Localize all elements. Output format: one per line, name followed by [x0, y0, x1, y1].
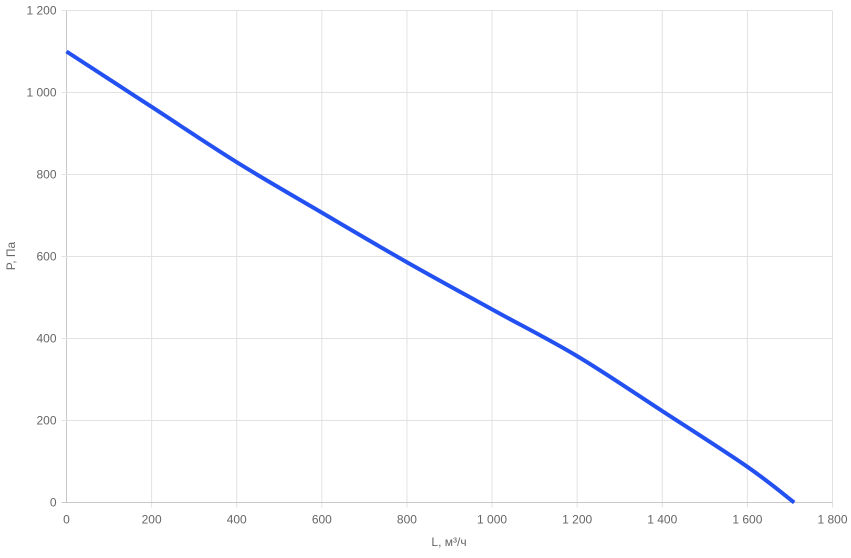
x-tick-label: 1 600 — [732, 513, 762, 527]
x-tick-label: 600 — [312, 513, 332, 527]
y-tick-label: 0 — [50, 496, 57, 510]
grid — [61, 10, 833, 508]
series — [65, 49, 796, 505]
y-tick-label: 600 — [36, 250, 56, 264]
x-tick-label: 800 — [397, 513, 417, 527]
y-tick-label: 400 — [36, 332, 56, 346]
y-tick-label: 200 — [36, 414, 56, 428]
x-tick-label: 1 200 — [562, 513, 592, 527]
x-axis-label: L, м³/ч — [431, 535, 466, 549]
x-tick-label: 1 800 — [817, 513, 847, 527]
y-tick-label: 1 200 — [26, 4, 56, 18]
x-tick-label: 1 000 — [477, 513, 507, 527]
y-tick-label: 800 — [36, 168, 56, 182]
x-tick-label: 1 400 — [647, 513, 677, 527]
y-tick-label: 1 000 — [26, 86, 56, 100]
x-tick-label: 0 — [63, 513, 70, 527]
x-tick-label: 200 — [142, 513, 162, 527]
x-tick-label: 400 — [227, 513, 247, 527]
tick-labels: 0 200 400 600 800 1 000 1 200 1 400 1 600 1 800 0 2… — [26, 4, 847, 527]
series-line-0 — [65, 49, 796, 505]
y-axis-label: P, Па — [4, 241, 18, 270]
